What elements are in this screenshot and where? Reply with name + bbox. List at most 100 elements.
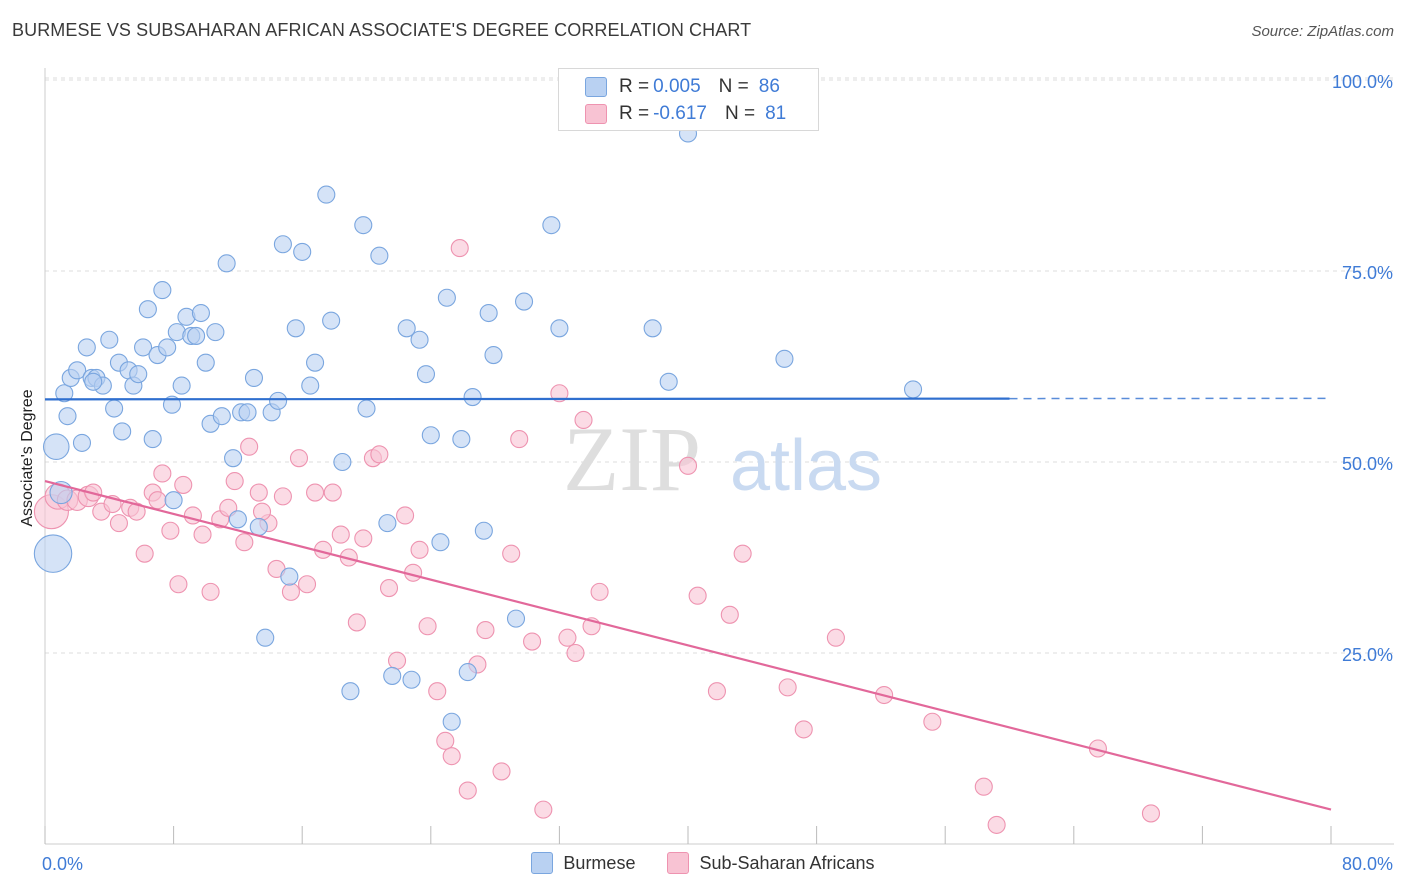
subsaharan-point bbox=[778, 678, 797, 697]
burmese-point bbox=[341, 682, 360, 701]
subsaharan-point bbox=[678, 456, 698, 475]
subsaharan-point bbox=[201, 582, 220, 601]
legend-row-subsaharan: R = -0.617 N = 81 bbox=[585, 102, 786, 126]
subsaharan-point bbox=[574, 410, 593, 430]
subsaharan-point bbox=[169, 575, 188, 594]
burmese-point bbox=[514, 292, 534, 311]
burmese-point bbox=[191, 303, 210, 323]
y-tick-label: 50.0% bbox=[1342, 454, 1393, 474]
burmese-point bbox=[164, 491, 183, 510]
burmese-point bbox=[77, 338, 96, 357]
legend-swatch-subsaharan bbox=[667, 852, 690, 874]
burmese-point bbox=[143, 430, 162, 449]
subsaharan-point bbox=[370, 445, 389, 464]
burmese-point bbox=[68, 361, 87, 380]
subsaharan-point bbox=[331, 525, 350, 544]
subsaharan-point bbox=[923, 712, 942, 731]
burmese-point bbox=[322, 311, 341, 330]
subsaharan-point bbox=[1141, 804, 1161, 823]
burmese-point bbox=[244, 368, 264, 388]
y-tick-label: 25.0% bbox=[1342, 645, 1393, 665]
burmese-point bbox=[542, 216, 561, 235]
subsaharan-point bbox=[510, 430, 529, 449]
subsaharan-point bbox=[418, 617, 437, 636]
burmese-point bbox=[228, 510, 247, 529]
subsaharan-point bbox=[436, 731, 455, 750]
burmese-point bbox=[105, 399, 124, 418]
subsaharan-point bbox=[174, 475, 193, 494]
burmese-point bbox=[55, 384, 74, 403]
burmese-point bbox=[370, 246, 389, 265]
burmese-point bbox=[33, 534, 73, 573]
burmese-point bbox=[249, 517, 268, 536]
subsaharan-point bbox=[987, 815, 1006, 834]
burmese-point bbox=[506, 609, 526, 628]
burmese-point bbox=[463, 388, 482, 407]
burmese-point bbox=[129, 365, 148, 384]
subsaharan-point bbox=[558, 628, 577, 647]
burmese-point bbox=[238, 403, 257, 422]
correlation-legend: R = 0.005 N = 86 R = -0.617 N = 81 bbox=[558, 68, 819, 131]
tick-labels: 25.0% 50.0% 75.0% 100.0% 0.0% 80.0% bbox=[42, 72, 1393, 874]
subsaharan-point bbox=[161, 521, 180, 540]
burmese-point bbox=[138, 300, 157, 319]
legend-r-label: R = bbox=[619, 76, 650, 97]
subsaharan-point bbox=[109, 514, 128, 533]
subsaharan-point bbox=[720, 605, 739, 624]
trend-lines bbox=[44, 397, 1332, 811]
burmese-point bbox=[206, 323, 225, 342]
subsaharan-point bbox=[826, 628, 845, 647]
burmese-point bbox=[354, 216, 373, 235]
subsaharan-point bbox=[476, 621, 495, 640]
subsaharan-point bbox=[387, 651, 407, 670]
legend-r-label: R = bbox=[619, 103, 650, 124]
subsaharan-point bbox=[707, 682, 726, 701]
burmese-point bbox=[306, 353, 325, 372]
subsaharan-point bbox=[153, 464, 172, 483]
burmese-point bbox=[187, 326, 206, 345]
burmese-point bbox=[474, 521, 493, 540]
burmese-point bbox=[437, 288, 456, 307]
subsaharan-point bbox=[225, 472, 244, 491]
burmese-point bbox=[293, 242, 312, 261]
burmese-point bbox=[84, 372, 103, 391]
subsaharan-point bbox=[566, 643, 585, 663]
legend-label-burmese: Burmese bbox=[563, 852, 636, 873]
legend-n-label: N = bbox=[724, 103, 756, 124]
burmese-point bbox=[484, 345, 503, 365]
burmese-point bbox=[317, 185, 336, 204]
legend-swatch-subsaharan bbox=[585, 104, 607, 124]
subsaharan-point bbox=[396, 506, 415, 525]
burmese-point bbox=[550, 319, 569, 338]
burmese-point bbox=[397, 319, 416, 338]
x-tick-label: 0.0% bbox=[42, 854, 83, 874]
subsaharan-point bbox=[354, 529, 373, 548]
legend-item-subsaharan[interactable]: Sub-Saharan Africans bbox=[667, 852, 875, 874]
burmese-point bbox=[42, 433, 70, 461]
burmese-point bbox=[458, 663, 477, 682]
burmese-point bbox=[72, 433, 92, 452]
burmese-point bbox=[903, 380, 923, 399]
subsaharan-point bbox=[306, 483, 325, 502]
subsaharan-point bbox=[135, 544, 154, 563]
subsaharan-point bbox=[235, 533, 254, 552]
subsaharan-point bbox=[249, 483, 268, 502]
legend-swatch-burmese bbox=[531, 852, 554, 874]
burmese-point bbox=[172, 376, 191, 395]
subsaharan-point bbox=[193, 525, 212, 544]
legend-r-value: 0.005 bbox=[653, 76, 701, 97]
burmese-point bbox=[442, 712, 461, 731]
burmese-point bbox=[378, 514, 397, 533]
burmese-point bbox=[273, 235, 292, 254]
subsaharan-point bbox=[297, 575, 317, 594]
burmese-point bbox=[402, 670, 421, 689]
burmese-point bbox=[286, 319, 305, 338]
subsaharan-point bbox=[127, 502, 146, 521]
burmese-point bbox=[153, 281, 172, 300]
legend-item-burmese[interactable]: Burmese bbox=[531, 852, 635, 874]
burmese-point bbox=[479, 303, 498, 323]
burmese-point bbox=[224, 449, 243, 468]
subsaharan-point bbox=[273, 487, 292, 506]
burmese-point bbox=[301, 376, 320, 395]
subsaharan-point bbox=[458, 781, 477, 800]
